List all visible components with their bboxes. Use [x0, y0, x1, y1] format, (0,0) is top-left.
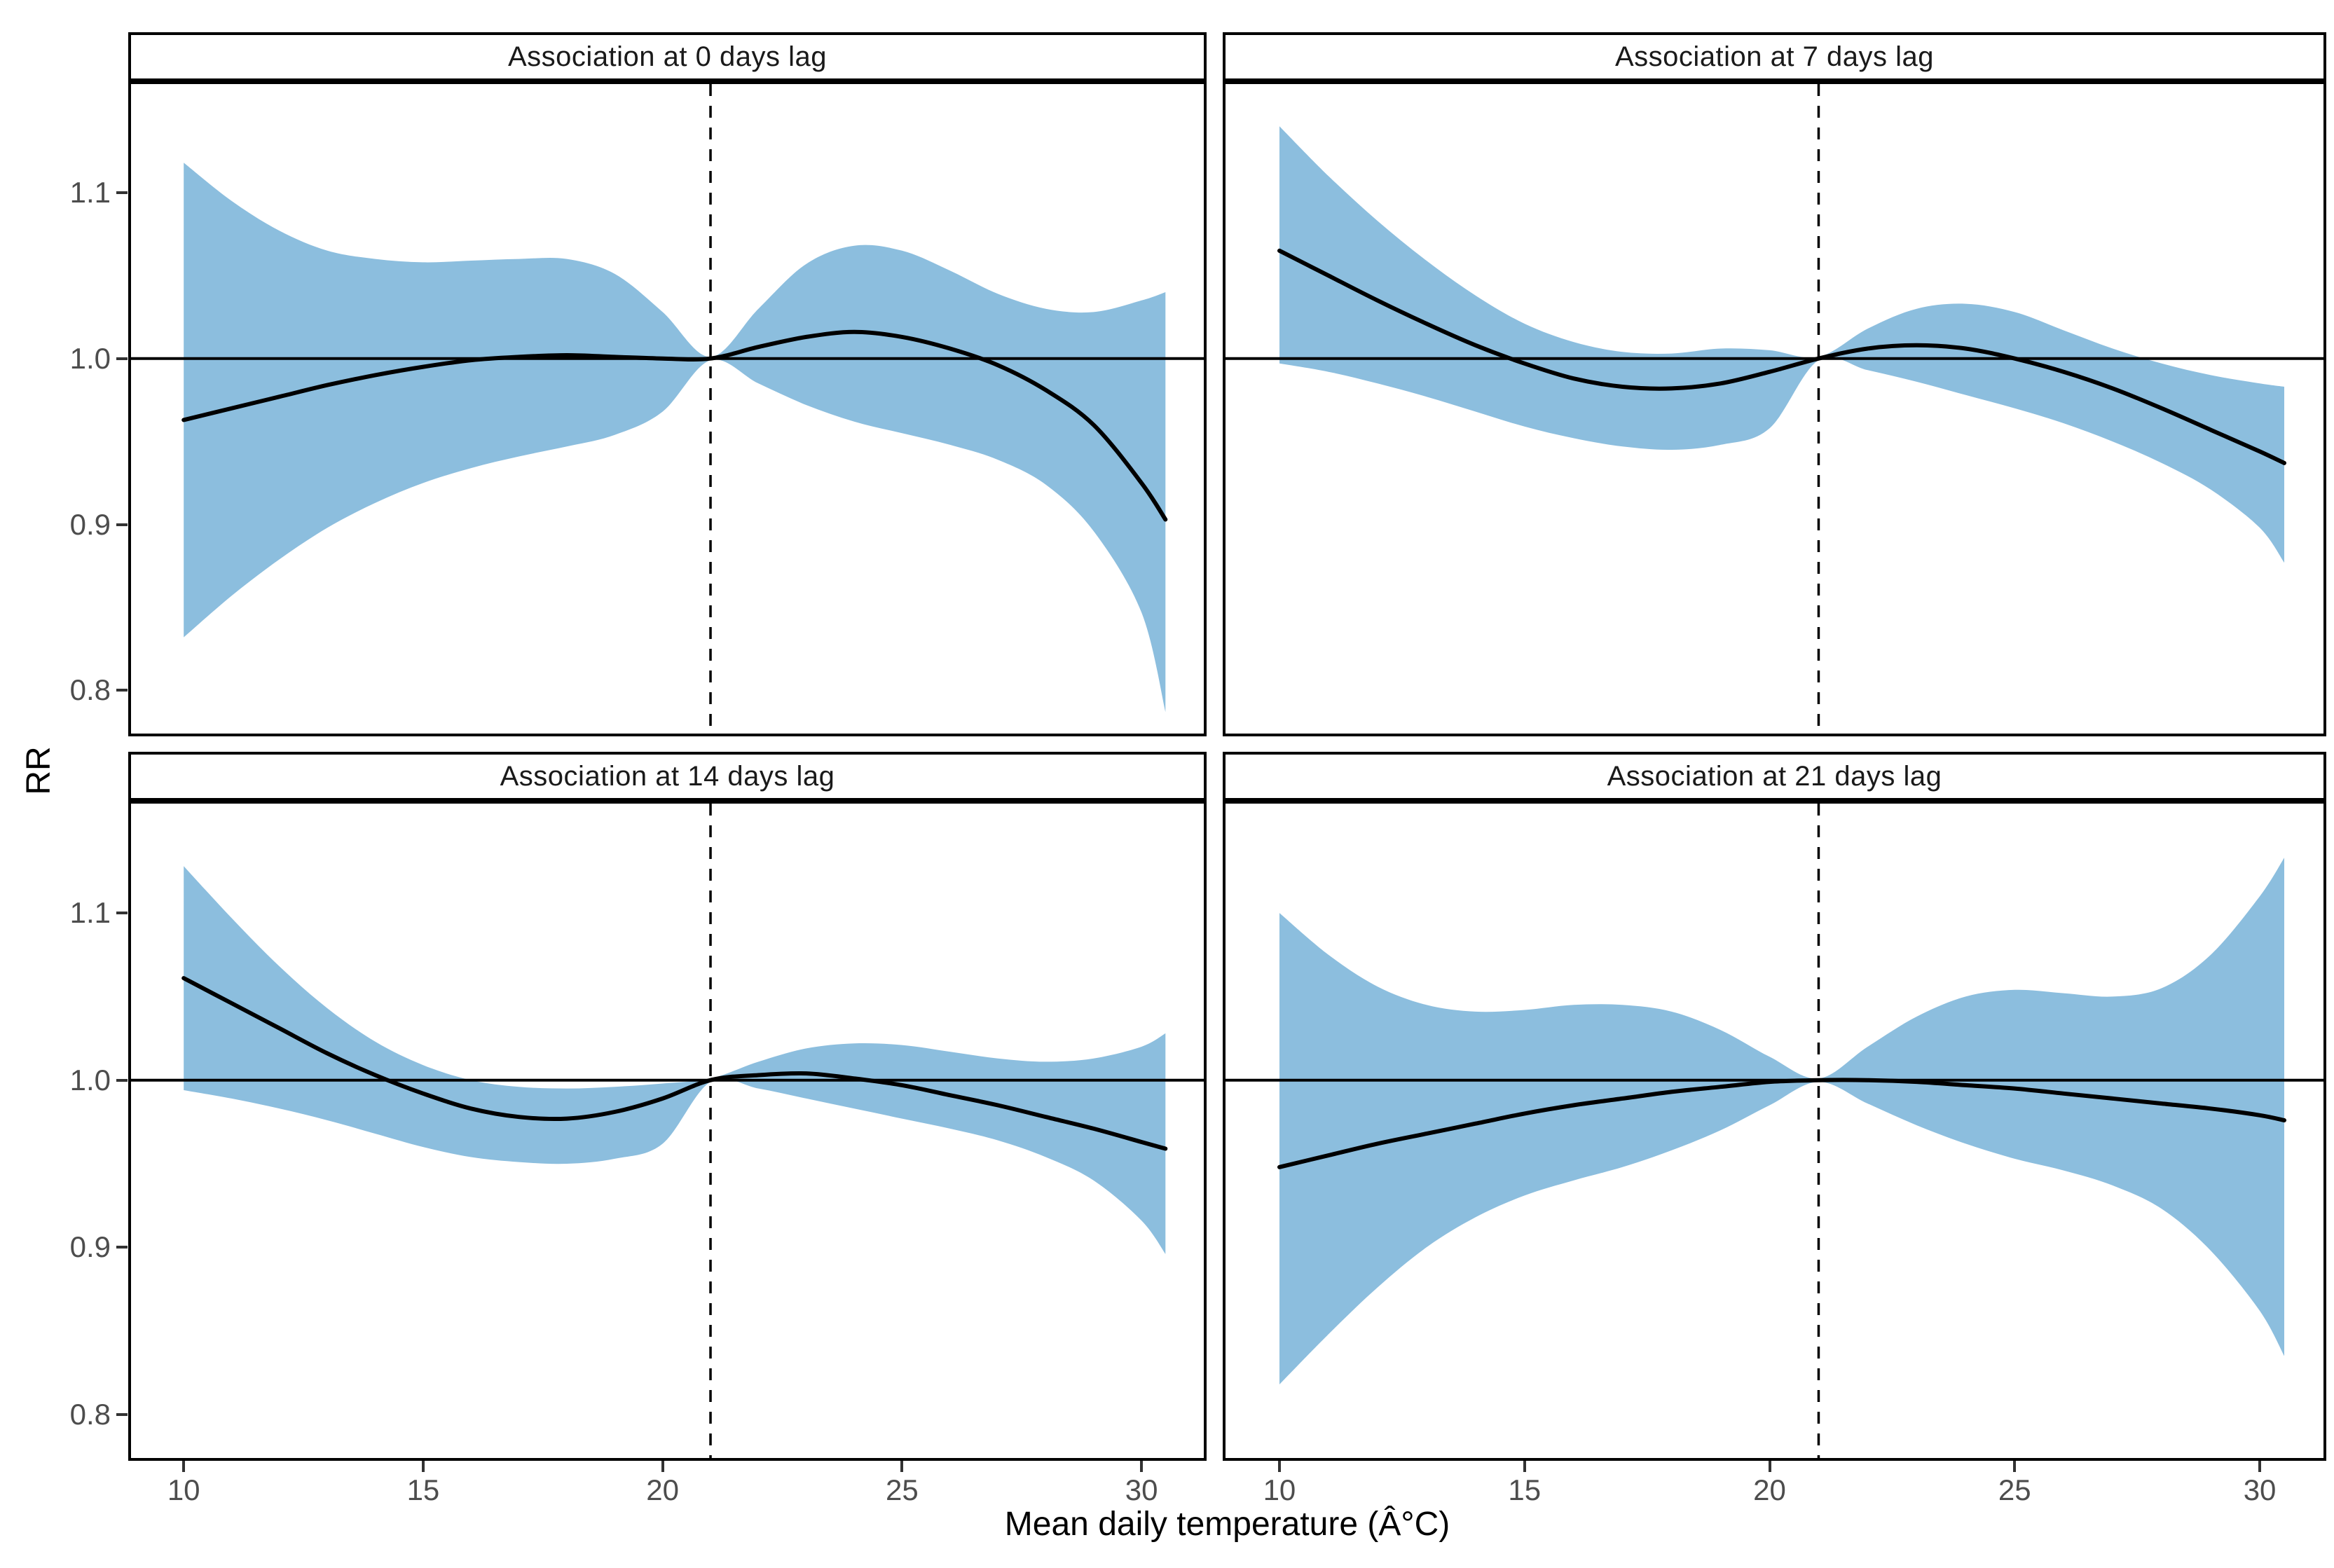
- confidence-ribbon: [184, 866, 1166, 1254]
- x-tick-mark: [900, 1461, 904, 1472]
- facet-panel-0-days-lag: [128, 81, 1207, 736]
- plot-canvas-14-days-lag: [131, 804, 1204, 1458]
- x-tick-mark: [1140, 1461, 1144, 1472]
- x-tick-mark: [1523, 1461, 1526, 1472]
- rr-curve: [1277, 248, 2286, 465]
- facet-panel-14-days-lag: [128, 801, 1207, 1461]
- facet-panel-7-days-lag: [1223, 81, 2326, 736]
- x-tick-label: 15: [1508, 1473, 1542, 1506]
- y-tick-label: 1.1: [69, 175, 111, 209]
- y-axis-title: RR: [20, 746, 57, 795]
- confidence-ribbon: [184, 163, 1166, 713]
- y-tick-mark: [116, 191, 128, 194]
- confidence-ribbon: [1279, 858, 2284, 1384]
- x-tick-label: 25: [1998, 1473, 2031, 1506]
- confidence-ribbon: [1279, 126, 2284, 563]
- facet-strip-label: Association at 14 days lag: [500, 760, 835, 792]
- plot-canvas-21-days-lag: [1226, 804, 2323, 1458]
- x-tick-mark: [1768, 1461, 1771, 1472]
- facet-strip-label: Association at 21 days lag: [1607, 760, 1942, 792]
- plot-canvas-7-days-lag: [1226, 84, 2323, 734]
- plot-canvas-0-days-lag: [131, 84, 1204, 734]
- facet-strip-7-days-lag: Association at 7 days lag: [1223, 32, 2326, 81]
- facet-strip-14-days-lag: Association at 14 days lag: [128, 752, 1207, 801]
- y-tick-mark: [116, 1246, 128, 1249]
- rr-curve: [181, 329, 1168, 522]
- x-tick-mark: [182, 1461, 186, 1472]
- y-tick-label: 1.1: [69, 896, 111, 930]
- facet-strip-21-days-lag: Association at 21 days lag: [1223, 752, 2326, 801]
- y-tick-mark: [116, 357, 128, 360]
- rr-curve: [181, 976, 1168, 1151]
- x-tick-label: 20: [646, 1473, 680, 1506]
- y-tick-label: 1.0: [69, 1063, 111, 1096]
- x-tick-mark: [2013, 1461, 2017, 1472]
- x-tick-label: 10: [167, 1473, 200, 1506]
- y-tick-mark: [116, 1412, 128, 1416]
- facet-strip-label: Association at 7 days lag: [1615, 41, 1934, 72]
- rr-curve: [1277, 1078, 2286, 1169]
- y-tick-mark: [116, 1078, 128, 1082]
- facet-strip-0-days-lag: Association at 0 days lag: [128, 32, 1207, 81]
- facet-strip-label: Association at 0 days lag: [508, 41, 827, 72]
- x-axis-title: Mean daily temperature (Â°C): [1004, 1506, 1450, 1543]
- x-tick-mark: [1277, 1461, 1281, 1472]
- x-tick-label: 25: [886, 1473, 919, 1506]
- y-tick-label: 0.9: [69, 1230, 111, 1264]
- y-tick-mark: [116, 523, 128, 526]
- x-tick-mark: [2258, 1461, 2262, 1472]
- y-tick-mark: [116, 689, 128, 692]
- facet-panel-21-days-lag: [1223, 801, 2326, 1461]
- x-tick-label: 10: [1263, 1473, 1296, 1506]
- x-tick-mark: [421, 1461, 425, 1472]
- x-tick-mark: [661, 1461, 664, 1472]
- y-tick-label: 0.8: [69, 1397, 111, 1431]
- x-tick-label: 20: [1753, 1473, 1786, 1506]
- y-tick-label: 1.0: [69, 341, 111, 375]
- x-tick-label: 15: [406, 1473, 440, 1506]
- y-tick-label: 0.8: [69, 673, 111, 707]
- x-tick-label: 30: [2243, 1473, 2277, 1506]
- y-tick-label: 0.9: [69, 507, 111, 541]
- x-tick-label: 30: [1125, 1473, 1158, 1506]
- y-tick-mark: [116, 912, 128, 915]
